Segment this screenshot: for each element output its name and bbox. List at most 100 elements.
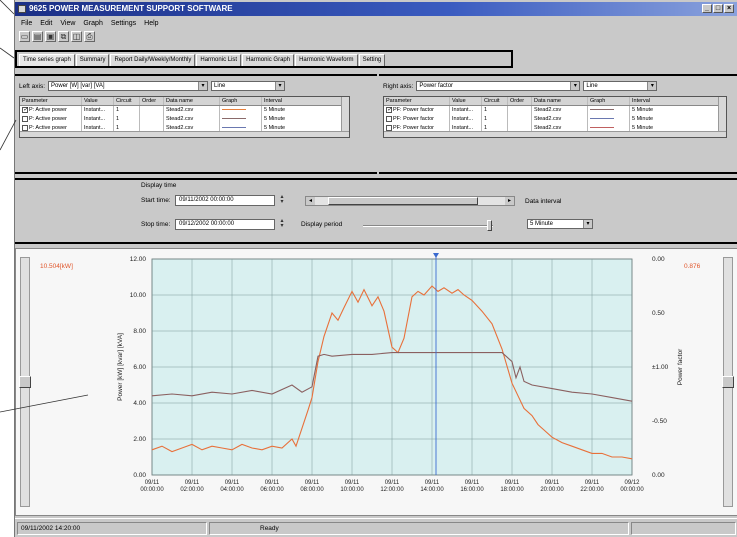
start-time-label: Start time: [141,197,171,204]
right-zoom-knob[interactable] [722,376,734,388]
x-tick-label: 09/11 02:00:00 [180,480,204,493]
callout-line-title [0,0,15,15]
left-zoom-slider[interactable] [19,257,31,507]
row-checkbox[interactable] [22,115,28,122]
menu-graph[interactable]: Graph [83,20,103,27]
y-tick-label-right: 0.50 [652,310,665,317]
row-checkbox[interactable]: ✓ [22,106,29,113]
menu-help[interactable]: Help [144,20,159,27]
window-controls: _ □ × [702,4,734,13]
start-time-field[interactable]: 09/11/2002 00:00:00 [175,195,275,206]
print-icon[interactable]: ⎙ [84,31,95,42]
row-checkbox[interactable] [386,124,392,131]
left-zoom-knob[interactable] [19,376,31,388]
disk-icon[interactable]: ▣ [45,31,56,42]
stop-time-spinner[interactable]: ▴ ▾ [280,218,284,229]
cursor-left-value: 10.504[kW] [40,263,73,270]
display-time-title: Display time [141,182,177,189]
time-scrollbar[interactable]: ◂ ▸ [305,196,515,206]
row-checkbox[interactable] [22,124,28,131]
chevron-down-icon: ▾ [275,82,285,90]
menu-file[interactable]: File [21,20,33,27]
left-axis-select[interactable]: Power [W] [var] [VA] ▾ [48,81,209,91]
menu-view[interactable]: View [60,20,76,27]
toolbar: ▭ ▤ ▣ ⧉ ◫ ⎙ [19,31,95,44]
x-tick-label: 09/11 14:00:00 [420,480,444,493]
window-title: 9625 POWER MEASUREMENT SUPPORT SOFTWARE [29,4,233,13]
menu-bar: File Edit View Graph Settings Help [15,18,159,29]
tab-harmonic-graph[interactable]: Harmonic Graph [242,54,295,66]
line-color-swatch[interactable] [222,109,246,111]
display-period-track [363,225,493,227]
stop-time-label: Stop time: [141,221,171,228]
y-tick-label-right: 0.00 [652,256,665,263]
copy-icon[interactable]: ⧉ [58,31,69,42]
y-tick-label-left: 8.00 [133,328,146,335]
table-header: Parameter Value Circuit Order Data name … [384,97,726,106]
left-axis-title: Power [kW] [kvar] [kVA] [117,333,124,401]
open-icon[interactable]: ▭ [19,31,30,42]
menu-settings[interactable]: Settings [110,20,137,27]
stop-time-field[interactable]: 09/12/2002 00:00:00 [175,219,275,230]
row-checkbox[interactable]: ✓ [386,106,393,113]
tab-harmonic-list[interactable]: Harmonic List [196,54,242,66]
x-tick-label: 09/11 08:00:00 [300,480,324,493]
right-axis-style-select[interactable]: Line ▾ [583,81,658,91]
menu-edit[interactable]: Edit [40,20,53,27]
right-zoom-slider[interactable] [722,257,734,507]
table-horizontal-scrollbar[interactable] [20,131,349,137]
scroll-right-icon[interactable]: ▸ [505,197,514,205]
right-parameter-table: Parameter Value Circuit Order Data name … [383,96,727,138]
status-bar: 09/11/2002 14:20:00 Ready [15,518,737,537]
minimize-button[interactable]: _ [702,4,712,13]
line-color-swatch[interactable] [222,118,246,120]
data-interval-select[interactable]: 5 Minute ▾ [527,219,593,229]
line-color-swatch[interactable] [590,118,614,120]
y-tick-label-left: 12.00 [130,256,147,263]
close-button[interactable]: × [724,4,734,13]
table-horizontal-scrollbar[interactable] [384,131,726,137]
x-tick-label: 09/11 20:00:00 [540,480,564,493]
cursor-right-value: 0.876 [684,263,701,270]
callout-lines [0,0,89,413]
left-axis-style-select[interactable]: Line ▾ [211,81,286,91]
line-color-swatch[interactable] [590,127,614,129]
right-axis-label: Right axis: [383,82,414,90]
status-state: Ready [209,522,629,535]
table-row[interactable]: ✓PF: Power factor Instant... 1 Stead2.cs… [384,106,726,115]
preview-icon[interactable]: ◫ [71,31,82,42]
maximize-button[interactable]: □ [713,4,723,13]
chevron-down-icon: ▾ [570,82,580,90]
display-time-panel: Display time Start time: 09/11/2002 00:0… [15,178,737,244]
display-period-thumb[interactable] [487,220,492,231]
x-tick-label: 09/11 12:00:00 [380,480,404,493]
tab-summary[interactable]: Summary [75,54,110,66]
display-period-label: Display period [301,221,343,228]
scroll-left-icon[interactable]: ◂ [306,197,315,205]
tab-strip: Time series graph Summary Report Daily/W… [15,50,513,68]
left-axis-label: Left axis: [19,82,46,90]
row-checkbox[interactable] [386,115,392,122]
tab-harmonic-waveform[interactable]: Harmonic Waveform [295,54,358,66]
table-row[interactable]: ✓P: Active power Instant... 1 Stead2.csv… [20,106,349,115]
right-axis-select[interactable]: Power factor ▾ [416,81,581,91]
data-interval-label: Data interval [525,198,562,205]
table-row[interactable]: P: Active power Instant... 1 Stead2.csv … [20,115,349,124]
time-series-chart[interactable]: 09/11 00:00:00 09/11 02:00:00 09/11 04:00:00 0… [16,249,737,517]
table-vertical-scrollbar[interactable] [341,97,349,137]
save-icon[interactable]: ▤ [32,31,43,42]
left-axis-panel: Left axis: Power [W] [var] [VA] ▾ Line ▾ P… [15,74,377,174]
tab-setting[interactable]: Setting [358,54,386,66]
right-axis-panel: Right axis: Power factor ▾ Line ▾ Paramete… [379,74,737,174]
table-vertical-scrollbar[interactable] [718,97,726,137]
left-axis-row: Left axis: Power [W] [var] [VA] ▾ Line ▾ [19,81,286,91]
tab-report[interactable]: Report Daily/Weekly/Monthly [110,54,196,66]
start-time-spinner[interactable]: ▴ ▾ [280,194,284,205]
line-color-swatch[interactable] [590,109,614,111]
y-tick-label-left: 10.00 [130,292,147,299]
tab-time-series-graph[interactable]: Time series graph [19,54,75,66]
time-scroll-thumb[interactable] [328,197,478,205]
line-color-swatch[interactable] [222,127,246,129]
y-tick-label-left: 2.00 [133,436,146,443]
table-row[interactable]: PF: Power factor Instant... 1 Stead2.csv… [384,115,726,124]
